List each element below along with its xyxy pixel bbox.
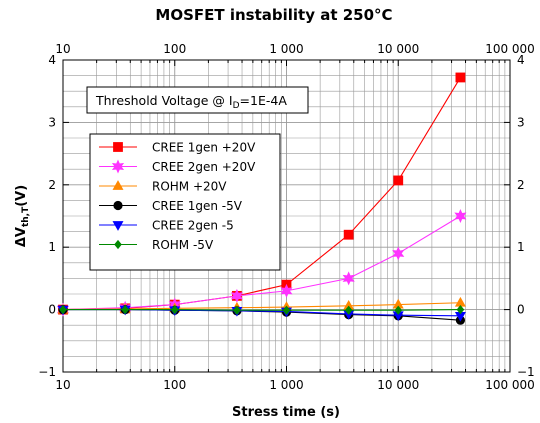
y-tick-label: 0 xyxy=(48,303,56,317)
chart-title: MOSFET instability at 250°C xyxy=(155,6,392,24)
data-point xyxy=(394,305,403,315)
legend-entry: CREE 1gen -5V xyxy=(99,199,243,213)
legend-marker xyxy=(113,142,123,152)
legend-marker xyxy=(114,239,122,250)
data-point xyxy=(392,246,405,261)
legend-marker xyxy=(113,200,123,211)
legend-label: ROHM -5V xyxy=(152,238,214,252)
data-point xyxy=(170,304,179,315)
x-tick-label-top: 10 xyxy=(55,42,70,56)
legend-label: CREE 1gen +20V xyxy=(152,141,256,155)
data-point xyxy=(454,296,466,307)
legend-label: CREE 1gen -5V xyxy=(152,199,243,213)
x-tick-label-top: 10 000 xyxy=(377,42,419,56)
y-tick-label-right: 0 xyxy=(517,303,525,317)
y-tick-label: 4 xyxy=(48,53,56,67)
data-point xyxy=(393,175,404,186)
data-point xyxy=(233,305,241,315)
y-axis-label: ΔVth,T(V) xyxy=(14,185,31,247)
x-tick-label: 10 000 xyxy=(377,378,419,392)
annotation-text: Threshold Voltage @ ID=1E-4A xyxy=(95,93,287,111)
x-tick-label: 10 xyxy=(55,378,70,392)
legend-entry: CREE 2gen -5 xyxy=(99,219,234,233)
annotation-box: Threshold Voltage @ ID=1E-4A xyxy=(86,86,309,114)
annotation-frame xyxy=(86,86,309,114)
legend-entry: ROHM -5V xyxy=(99,238,214,252)
x-tick-label-top: 100 000 xyxy=(485,42,535,56)
legend-entry: ROHM +20V xyxy=(99,180,227,194)
data-point xyxy=(455,72,466,83)
series-line xyxy=(62,215,461,311)
legend-frame xyxy=(89,133,281,271)
legend-marker xyxy=(112,221,124,231)
x-tick-label-top: 100 xyxy=(163,42,186,56)
y-tick-label-right: 2 xyxy=(517,178,525,192)
y-tick-label-right: −1 xyxy=(517,365,535,379)
y-tick-label: 3 xyxy=(48,115,56,129)
x-axis-label: Stress time (s) xyxy=(232,405,340,420)
data-point xyxy=(343,229,354,240)
plot-frame xyxy=(62,59,511,373)
x-tick-label: 100 000 xyxy=(485,378,535,392)
y-tick-label-right: 4 xyxy=(517,53,525,67)
data-point xyxy=(342,271,355,286)
x-tick-label-top: 1 000 xyxy=(269,42,303,56)
legend-label: CREE 2gen -5 xyxy=(152,219,234,233)
y-tick-label: −1 xyxy=(38,365,56,379)
series-line xyxy=(62,302,461,311)
x-tick-label: 1 000 xyxy=(269,378,303,392)
data-point xyxy=(344,305,353,315)
series-layer xyxy=(56,72,467,325)
data-point xyxy=(230,288,243,303)
data-point xyxy=(282,305,291,315)
legend-entry: CREE 2gen +20V xyxy=(99,159,256,174)
series-6 xyxy=(59,304,465,315)
legend-label: CREE 2gen +20V xyxy=(152,160,256,174)
y-tick-label-right: 3 xyxy=(517,115,525,129)
legend: CREE 1gen +20V CREE 2gen +20V ROHM +20V CRE… xyxy=(89,133,281,271)
legend-entry: CREE 1gen +20V xyxy=(99,141,256,155)
x-tick-label: 100 xyxy=(163,378,186,392)
series-line xyxy=(63,309,461,311)
legend-marker xyxy=(111,159,125,174)
y-tick-label-right: 1 xyxy=(517,240,525,254)
y-tick-label: 1 xyxy=(48,240,56,254)
y-tick-label: 2 xyxy=(48,178,56,192)
data-point xyxy=(456,304,465,315)
legend-label: ROHM +20V xyxy=(152,180,227,194)
legend-marker xyxy=(112,180,124,190)
data-point xyxy=(121,304,129,315)
data-point xyxy=(280,283,293,298)
data-point xyxy=(59,304,67,315)
data-point xyxy=(454,209,467,223)
